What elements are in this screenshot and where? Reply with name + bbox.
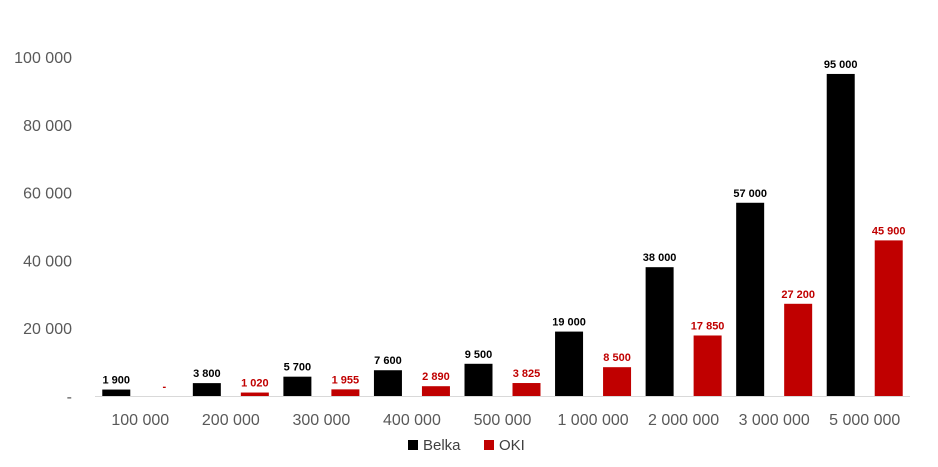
x-tick-label: 100 000 [111, 412, 169, 429]
data-label-belka: 57 000 [733, 188, 767, 200]
bars [102, 73, 903, 396]
data-label-oki: 2 890 [422, 371, 450, 383]
data-label-oki: - [162, 381, 166, 393]
data-label-belka: 95 000 [824, 59, 858, 71]
x-tick-label: 1 000 000 [557, 412, 628, 429]
data-label-oki: 17 850 [691, 320, 725, 332]
x-tick-label: 2 000 000 [648, 412, 719, 429]
y-tick-label: - [67, 389, 72, 406]
x-tick-label: 500 000 [474, 412, 532, 429]
data-label-belka: 1 900 [103, 375, 131, 387]
legend-swatch-belka [408, 440, 418, 450]
bar-belka [555, 331, 584, 396]
legend: Belka OKI [408, 437, 525, 454]
legend-label-oki: OKI [499, 437, 525, 454]
bar-belka [645, 267, 674, 396]
bar-oki [874, 240, 903, 396]
y-tick-label: 60 000 [23, 186, 72, 203]
data-label-belka: 9 500 [465, 349, 493, 361]
bar-belka [102, 389, 131, 396]
bar-belka [826, 73, 855, 396]
x-tick-label: 5 000 000 [829, 412, 900, 429]
bar-oki [693, 335, 722, 396]
bar-belka [736, 202, 765, 396]
data-label-belka: 5 700 [284, 362, 312, 374]
bar-oki [421, 386, 450, 396]
data-label-oki: 45 900 [872, 225, 906, 237]
x-axis: 100 000 200 000 300 000 400 000 500 000 1 000… [95, 396, 910, 429]
data-labels: 1 900 3 800 5 700 7 600 9 500 19 000 38 000 57 … [103, 59, 906, 393]
bar-oki [784, 303, 813, 396]
x-tick-label: 400 000 [383, 412, 441, 429]
bar-oki [331, 389, 360, 396]
y-tick-label: 40 000 [23, 253, 72, 270]
data-label-oki: 27 200 [781, 289, 815, 301]
legend-label-belka: Belka [423, 437, 461, 454]
bar-oki [512, 383, 541, 396]
x-tick-label: 300 000 [292, 412, 350, 429]
bar-belka [464, 363, 493, 396]
y-tick-label: 20 000 [23, 321, 72, 338]
data-label-belka: 19 000 [552, 317, 586, 329]
data-label-belka: 3 800 [193, 368, 221, 380]
x-tick-label: 3 000 000 [739, 412, 810, 429]
legend-swatch-oki [484, 440, 494, 450]
x-tick-label: 200 000 [202, 412, 260, 429]
bar-oki [240, 392, 269, 396]
y-tick-label: 100 000 [14, 50, 72, 67]
y-axis: - 20 000 40 000 60 000 80 000 100 000 [14, 50, 72, 406]
data-label-oki: 3 825 [513, 368, 541, 380]
data-label-oki: 1 955 [332, 374, 360, 386]
bar-oki [603, 367, 632, 396]
bar-belka [283, 376, 312, 396]
y-tick-label: 80 000 [23, 118, 72, 135]
data-label-belka: 7 600 [374, 355, 402, 367]
data-label-oki: 1 020 [241, 378, 269, 390]
data-label-belka: 38 000 [643, 252, 677, 264]
bar-belka [192, 383, 221, 396]
bar-belka [373, 370, 402, 396]
data-label-oki: 8 500 [603, 352, 631, 364]
